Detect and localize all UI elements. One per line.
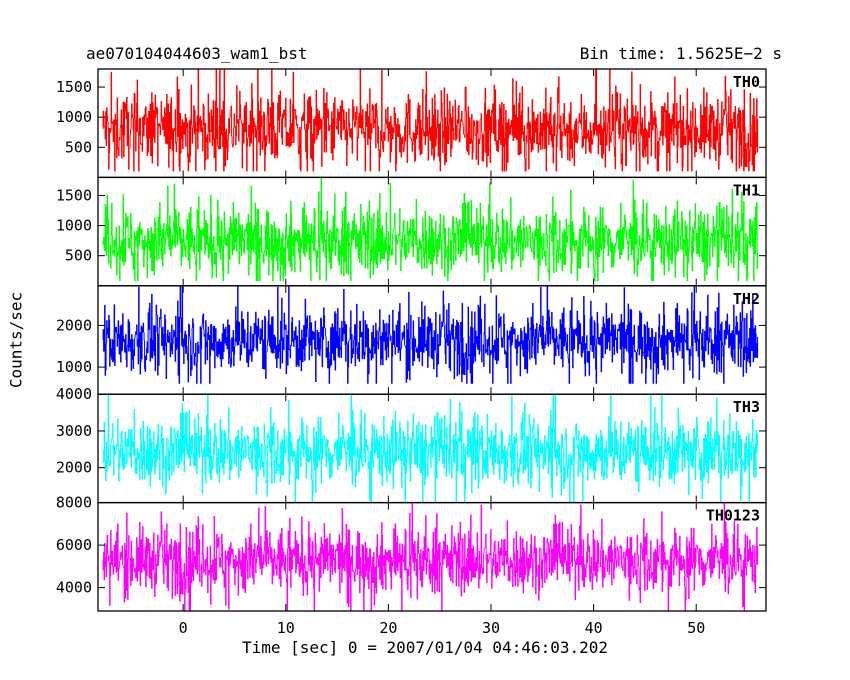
y-tick-label: 2000 <box>56 459 92 477</box>
y-tick-label: 1000 <box>56 217 92 235</box>
panel-frame <box>97 501 767 612</box>
panel-label: TH1 <box>733 181 760 199</box>
bin-time-label: Bin time: 1.5625E−2 s <box>579 44 782 63</box>
y-tick-label: 4000 <box>56 579 92 597</box>
x-tick-label: 30 <box>482 619 500 637</box>
panel-label: TH0 <box>733 73 760 91</box>
x-tick-label: 10 <box>277 619 295 637</box>
series-th3 <box>102 394 759 503</box>
panel-label: TH0123 <box>706 507 760 525</box>
series-th1 <box>102 177 759 281</box>
panel-th1: 500 1000 1500 TH1 <box>56 176 767 287</box>
y-tick-label: 4000 <box>56 385 92 403</box>
y-tick-label: 500 <box>65 138 92 156</box>
panel-label: TH2 <box>733 290 760 308</box>
series-th0123 <box>102 502 759 611</box>
panel-th0123: 4000 6000 8000 TH0123 <box>56 494 767 612</box>
x-tick-label: 40 <box>585 619 603 637</box>
x-axis-label: Time [sec] 0 = 2007/01/04 04:46:03.202 <box>241 638 609 657</box>
y-tick-label: 8000 <box>56 494 92 512</box>
panel-th0: 500 1000 1500 TH0 <box>56 68 767 179</box>
y-tick-label: 1500 <box>56 186 92 204</box>
panel-label: TH3 <box>733 398 760 416</box>
panel-th3: 2000 3000 4000 TH3 <box>56 385 767 504</box>
y-tick-label: 2000 <box>56 316 92 334</box>
chart-title: ae070104044603_wam1_bst <box>86 44 308 63</box>
y-tick-label: 3000 <box>56 422 92 440</box>
y-tick-label: 1500 <box>56 78 92 96</box>
y-tick-label: 6000 <box>56 536 92 554</box>
y-tick-label: 1000 <box>56 108 92 126</box>
x-tick-label: 20 <box>379 619 397 637</box>
panel-th2: 1000 2000 TH2 <box>56 285 767 395</box>
x-axis: 0 10 20 30 40 50 <box>179 619 706 637</box>
y-axis-label: Counts/sec <box>6 291 26 389</box>
y-tick-label: 1000 <box>56 358 92 376</box>
x-tick-label: 50 <box>687 619 705 637</box>
series-th2 <box>102 285 759 384</box>
chart-panels: 500 1000 1500 TH0 500 1000 1500 TH1 1000 2000 TH2 2… <box>56 68 767 612</box>
y-tick-label: 500 <box>65 247 92 265</box>
x-tick-label: 0 <box>179 619 188 637</box>
series-th0 <box>102 69 759 172</box>
